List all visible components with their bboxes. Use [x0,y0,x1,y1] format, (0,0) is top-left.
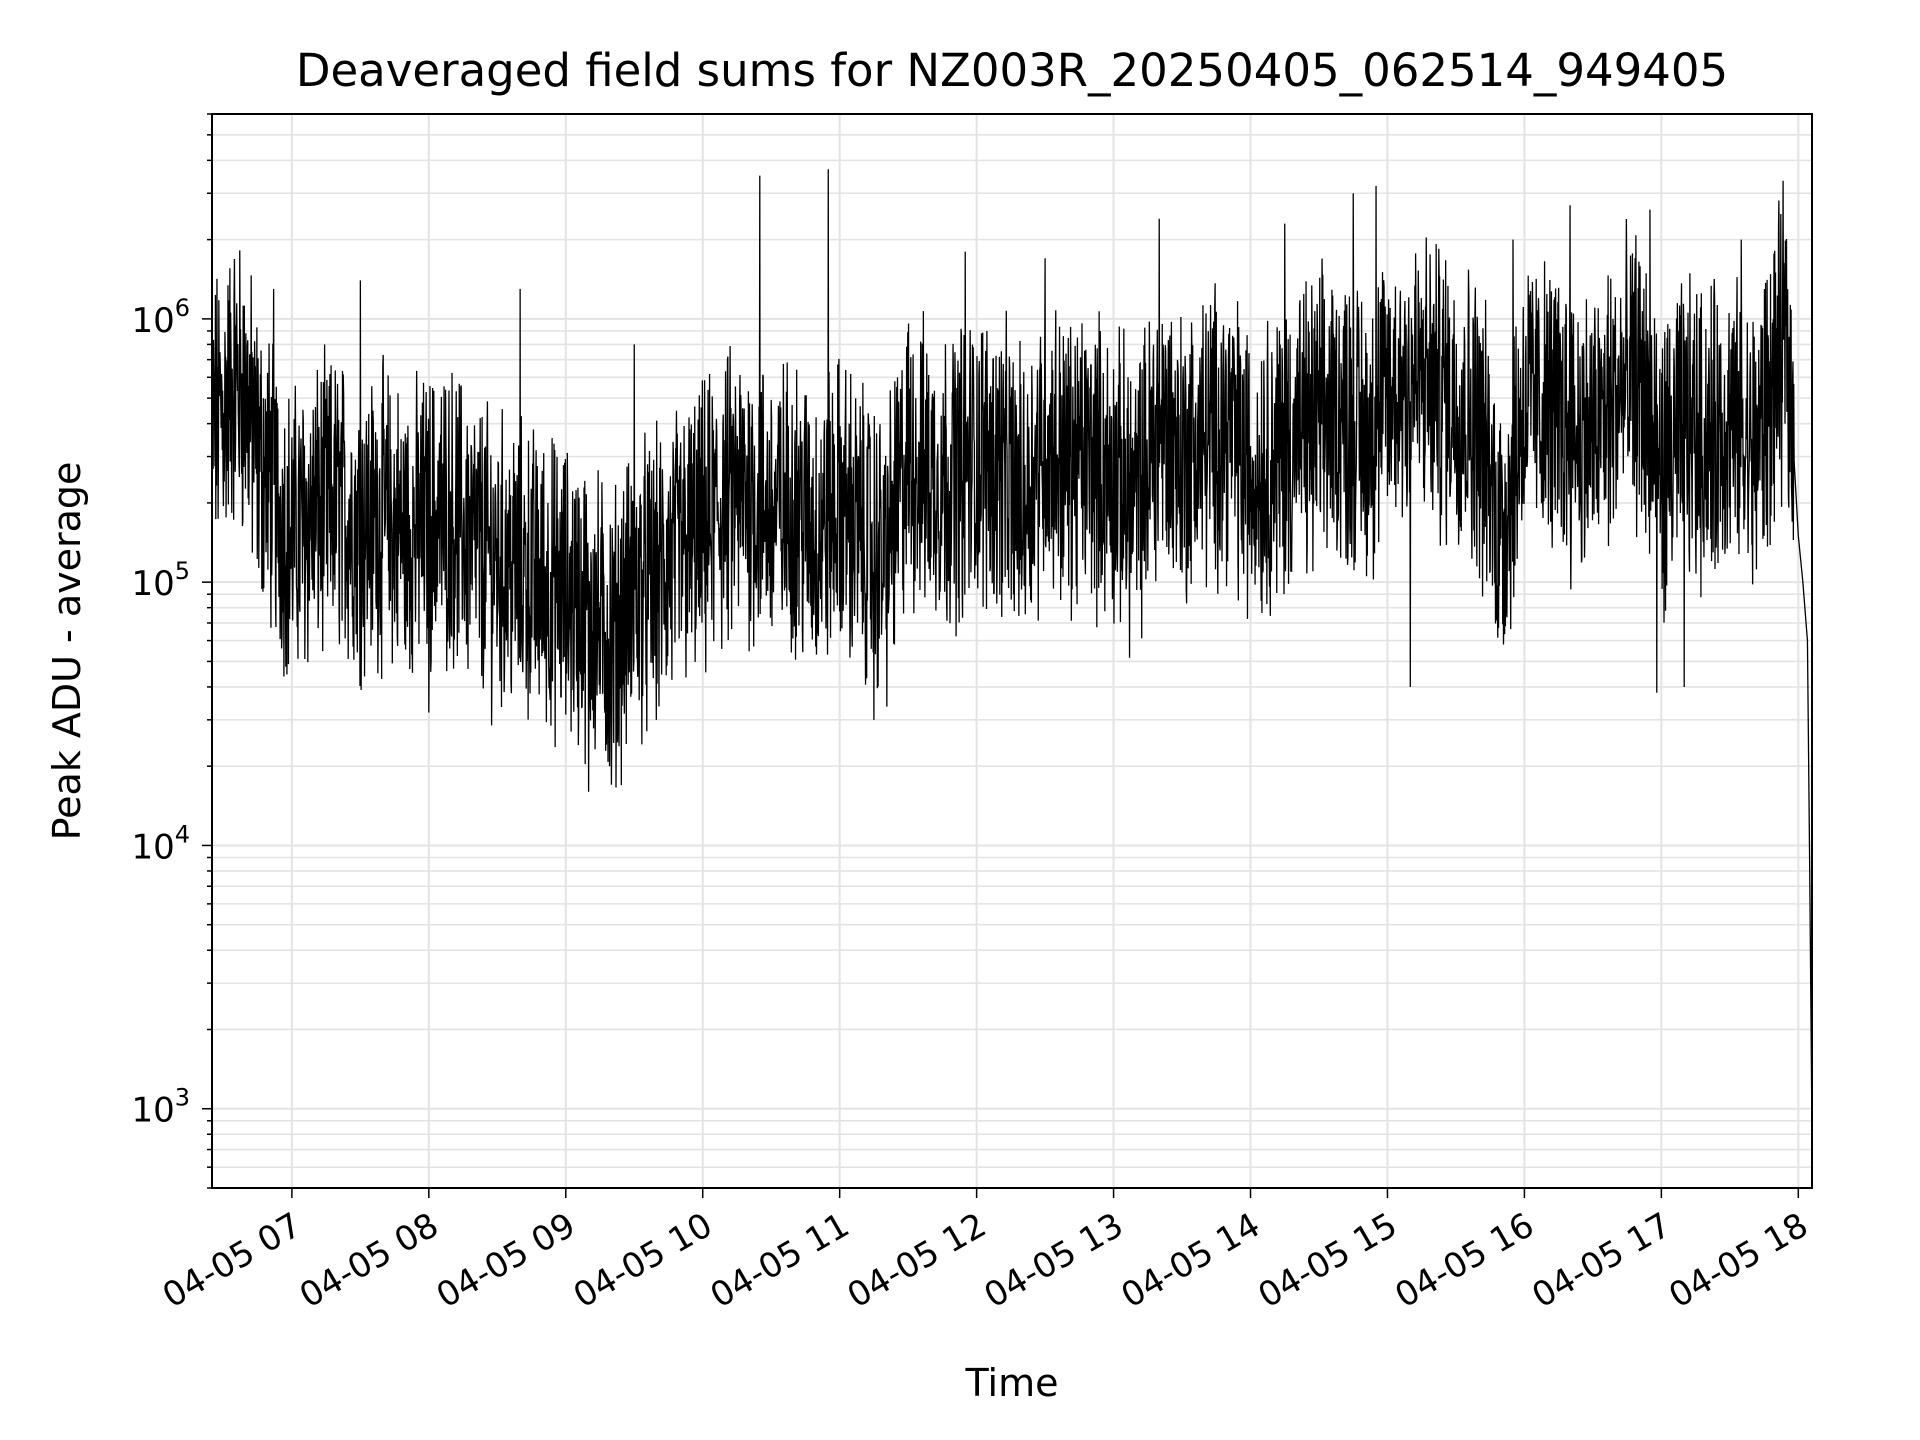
series-line [211,169,1813,1135]
grid [212,113,1812,1189]
y-tick-label: 106 [131,294,190,341]
x-axis-label: Time [965,1361,1059,1405]
y-tick-label: 105 [131,557,190,604]
chart-title: Deaveraged field sums for NZ003R_2025040… [296,44,1728,97]
y-tick-label: 103 [131,1084,190,1131]
plot-frame [211,113,1813,1189]
y-tick-label: 104 [131,820,190,867]
y-axis-ticks: 103 104 105 106 [131,113,212,1189]
plot-area [211,169,1813,1135]
y-axis-label: Peak ADU - average [45,462,89,841]
